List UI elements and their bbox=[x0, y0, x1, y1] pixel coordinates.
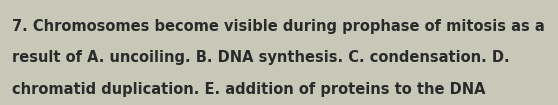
Text: result of A. uncoiling. B. DNA synthesis. C. condensation. D.: result of A. uncoiling. B. DNA synthesis… bbox=[12, 50, 510, 65]
Text: chromatid duplication. E. addition of proteins to the DNA: chromatid duplication. E. addition of pr… bbox=[12, 82, 486, 97]
Text: 7. Chromosomes become visible during prophase of mitosis as a: 7. Chromosomes become visible during pro… bbox=[12, 19, 545, 34]
